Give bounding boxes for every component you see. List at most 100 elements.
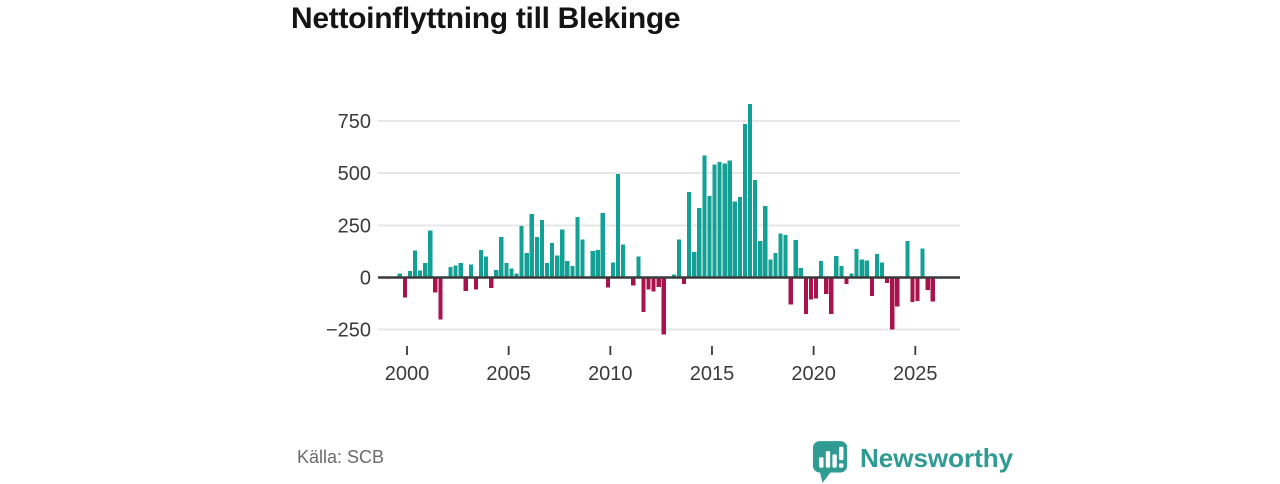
bar xyxy=(793,240,798,278)
bar xyxy=(499,236,504,278)
bar xyxy=(697,207,702,278)
bar xyxy=(458,262,463,278)
bar xyxy=(549,242,555,278)
bar xyxy=(636,256,641,278)
x-tick-label: 2020 xyxy=(791,363,836,385)
bar xyxy=(763,206,768,278)
bar xyxy=(661,277,666,335)
bar xyxy=(803,277,808,315)
bar xyxy=(433,277,438,293)
bar xyxy=(529,213,534,278)
y-tick-label: −250 xyxy=(326,320,371,342)
bar xyxy=(692,252,697,278)
bar xyxy=(651,277,656,292)
bar xyxy=(813,277,819,299)
bar xyxy=(707,196,712,278)
bar xyxy=(671,274,676,278)
bar xyxy=(402,277,407,298)
bar xyxy=(468,264,473,278)
bar xyxy=(524,252,529,278)
bar xyxy=(742,123,748,278)
bar xyxy=(747,104,753,278)
bar xyxy=(631,277,636,286)
bar xyxy=(407,271,413,278)
bar xyxy=(864,260,869,278)
bar xyxy=(758,241,763,278)
bar xyxy=(844,277,849,284)
bar xyxy=(839,266,844,278)
x-tick-label: 2010 xyxy=(588,363,633,385)
bar xyxy=(702,155,707,278)
bar xyxy=(463,277,468,292)
bar xyxy=(580,239,585,278)
bar xyxy=(717,162,722,278)
y-tick-label: 750 xyxy=(338,111,371,133)
bar xyxy=(687,192,692,278)
bar xyxy=(879,262,885,278)
bar xyxy=(798,267,803,278)
grid-lines xyxy=(378,119,960,331)
bar xyxy=(727,160,732,278)
bar xyxy=(895,277,900,307)
bar xyxy=(905,241,910,278)
bar xyxy=(737,196,742,278)
x-tick-label: 2005 xyxy=(486,363,531,385)
bar xyxy=(615,173,621,278)
x-tick-label: 2000 xyxy=(385,363,430,385)
bar xyxy=(605,277,611,288)
bar xyxy=(890,277,895,330)
bar xyxy=(539,220,545,278)
bar xyxy=(621,244,626,278)
bar xyxy=(646,277,651,290)
bar xyxy=(768,259,773,278)
bar xyxy=(519,226,524,278)
bar xyxy=(565,261,570,278)
bar xyxy=(910,277,915,303)
bar xyxy=(418,270,423,278)
bar xyxy=(859,259,864,278)
source-label: Källa: SCB xyxy=(297,447,385,467)
bar xyxy=(824,277,829,294)
bar xyxy=(854,248,859,278)
bar xyxy=(681,277,687,284)
bar xyxy=(489,277,494,288)
bar xyxy=(783,235,788,278)
bar xyxy=(773,252,778,278)
bar xyxy=(930,277,935,302)
bar xyxy=(483,256,489,278)
bar xyxy=(438,277,443,320)
bar xyxy=(555,255,560,278)
bar xyxy=(478,250,484,278)
bar xyxy=(600,212,605,278)
bar xyxy=(829,277,834,314)
bar xyxy=(570,266,575,278)
bar xyxy=(453,265,458,278)
bar xyxy=(514,273,519,278)
bar xyxy=(915,277,920,302)
bar xyxy=(712,164,717,278)
bar xyxy=(778,233,783,278)
bar xyxy=(925,277,930,291)
bar xyxy=(834,256,839,278)
y-tick-label: 500 xyxy=(338,163,371,185)
newsworthy-wordmark: Newsworthy xyxy=(860,443,1014,473)
bar xyxy=(849,273,854,278)
bar xyxy=(560,229,565,278)
bar xyxy=(534,236,539,278)
quarterly-bars xyxy=(397,104,935,335)
bar xyxy=(544,262,550,278)
bar xyxy=(595,250,600,278)
bar xyxy=(590,251,595,278)
bar xyxy=(575,216,580,278)
bar xyxy=(504,262,509,278)
bar xyxy=(473,277,479,290)
bar xyxy=(428,230,433,278)
newsworthy-icon xyxy=(812,441,848,483)
x-axis: 2000 2005 2010 2015 2020 2025 xyxy=(385,346,938,385)
bar xyxy=(819,261,824,278)
bar xyxy=(722,163,727,278)
bar xyxy=(412,250,418,278)
bar xyxy=(753,180,758,278)
